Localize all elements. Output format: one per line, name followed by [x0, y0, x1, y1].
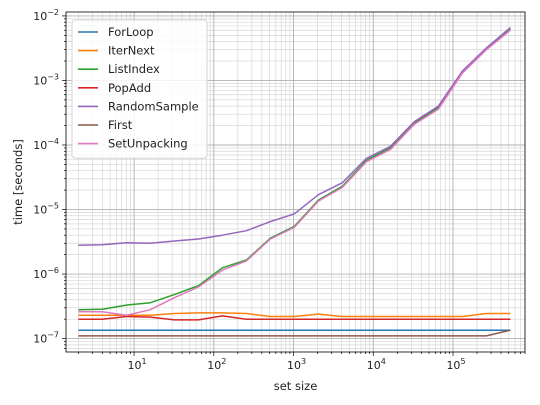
legend-label: ListIndex — [108, 62, 160, 76]
legend-item: IterNext — [78, 44, 155, 58]
x-tick-label: 103 — [287, 357, 306, 372]
series-line-randomsample — [78, 27, 511, 246]
series-lines — [78, 27, 511, 337]
tick-exponent: −4 — [47, 137, 59, 146]
y-tick-labels: 10−710−610−510−410−310−2 — [33, 8, 59, 346]
series-line-setunpacking — [78, 29, 511, 317]
legend-label: RandomSample — [108, 99, 199, 113]
tick-exponent: 5 — [460, 357, 465, 366]
legend-label: First — [108, 118, 133, 132]
x-axis-label: set size — [274, 379, 318, 393]
y-tick-label: 10−3 — [33, 72, 59, 87]
legend-item: PopAdd — [78, 81, 151, 95]
tick-base: 10 — [33, 139, 47, 152]
legend-box — [71, 19, 208, 159]
tick-exponent: −6 — [47, 266, 59, 275]
legend-label: IterNext — [108, 44, 155, 58]
tick-exponent: 3 — [301, 357, 306, 366]
axis-ticks — [62, 15, 526, 356]
legend-item: SetUnpacking — [78, 137, 188, 151]
y-tick-label: 10−7 — [33, 331, 59, 346]
plot-frame — [65, 11, 526, 353]
legend: ForLoop IterNext ListIndex PopAdd RandomSamp… — [71, 19, 208, 159]
tick-base: 10 — [367, 359, 381, 372]
x-tick-label: 102 — [207, 357, 226, 372]
tick-base: 10 — [33, 10, 47, 23]
legend-label: PopAdd — [108, 81, 151, 95]
x-tick-labels: 101 102 103 104 105 — [128, 357, 466, 372]
x-tick-label: 104 — [367, 357, 386, 372]
tick-base: 10 — [33, 333, 47, 346]
legend-label: ForLoop — [108, 25, 154, 39]
legend-item: RandomSample — [78, 99, 199, 113]
y-tick-label: 10−6 — [33, 266, 59, 281]
tick-exponent: 1 — [142, 357, 147, 366]
y-tick-label: 10−4 — [33, 137, 59, 152]
y-tick-label: 10−5 — [33, 202, 59, 217]
x-tick-label: 105 — [446, 357, 465, 372]
y-axis-label: time [seconds] — [11, 139, 25, 225]
series-line-iternext — [78, 312, 511, 318]
series-line-first — [78, 329, 511, 337]
tick-exponent: −5 — [47, 202, 59, 211]
legend-item: ListIndex — [78, 62, 160, 76]
tick-exponent: 2 — [221, 357, 226, 366]
tick-base: 10 — [207, 359, 221, 372]
tick-base: 10 — [446, 359, 460, 372]
x-tick-label: 101 — [128, 357, 147, 372]
major-grid — [66, 12, 525, 352]
tick-base: 10 — [128, 359, 142, 372]
tick-exponent: −3 — [47, 72, 59, 81]
tick-base: 10 — [33, 268, 47, 281]
series-line-popadd — [78, 315, 511, 321]
tick-base: 10 — [33, 74, 47, 87]
legend-item: ForLoop — [78, 25, 154, 39]
tick-base: 10 — [287, 359, 301, 372]
legend-item: First — [78, 118, 133, 132]
tick-exponent: −7 — [47, 331, 59, 340]
tick-base: 10 — [33, 204, 47, 217]
tick-exponent: 4 — [381, 357, 386, 366]
tick-exponent: −2 — [47, 8, 59, 17]
legend-label: SetUnpacking — [108, 137, 188, 151]
y-tick-label: 10−2 — [33, 8, 59, 23]
